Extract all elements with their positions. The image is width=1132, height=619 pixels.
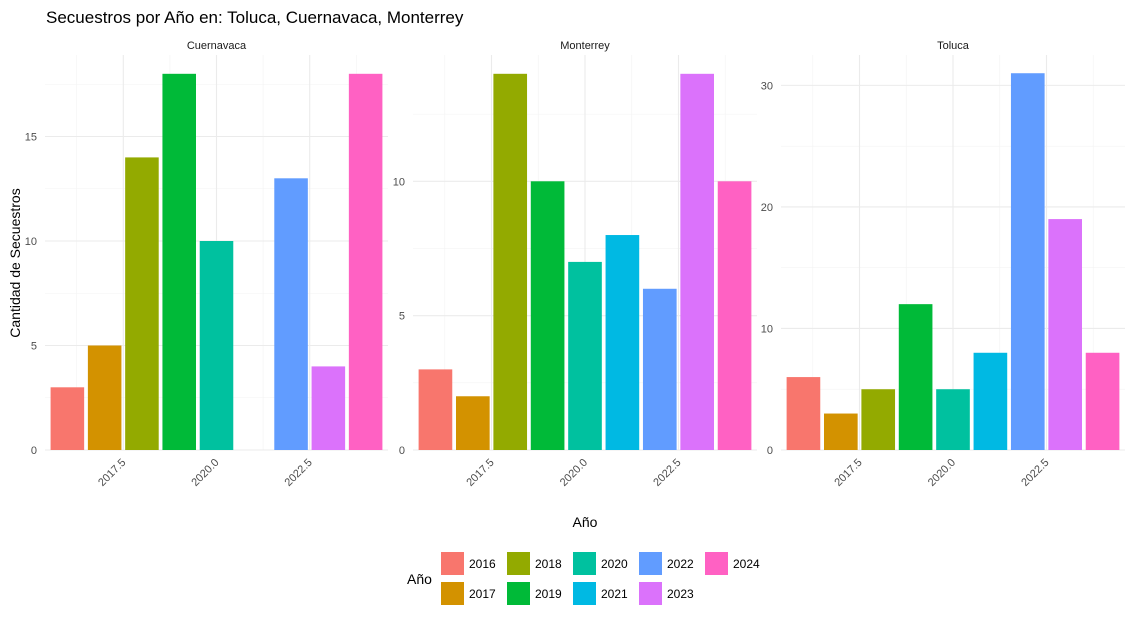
x-tick-label: 2020.0 (558, 457, 590, 489)
legend-label: 2021 (601, 587, 628, 601)
legend-label: 2017 (469, 587, 496, 601)
bar-2021 (973, 352, 1008, 450)
bar-2022 (642, 288, 677, 450)
bar-2020 (199, 241, 234, 450)
bar-2017 (824, 413, 858, 450)
legend-item: 2024 (705, 552, 760, 575)
bar-2018 (861, 389, 896, 450)
bar-2020 (568, 261, 602, 450)
legend-key (441, 552, 464, 575)
x-axis-title: Año (573, 514, 598, 530)
x-tick-label: 2020.0 (189, 457, 221, 489)
x-tick-label: 2022.5 (283, 457, 315, 489)
legend-key (573, 582, 596, 605)
y-tick-label: 10 (393, 176, 405, 188)
bar-2023 (680, 73, 714, 451)
bar-2018 (493, 73, 528, 451)
y-tick-label: 10 (761, 323, 773, 335)
facet-strip-label: Cuernavaca (187, 40, 247, 52)
bar-2017 (456, 396, 490, 450)
x-tick-label: 2017.5 (832, 457, 864, 489)
y-tick-label: 0 (767, 445, 773, 457)
legend-key (705, 552, 728, 575)
y-tick-label: 30 (761, 80, 773, 92)
y-tick-label: 10 (25, 236, 37, 248)
bar-2021 (605, 235, 640, 450)
y-tick-label: 0 (31, 445, 37, 457)
bar-2022 (274, 178, 308, 450)
bar-2016 (50, 387, 85, 450)
y-tick-label: 5 (399, 311, 405, 323)
panel-toluca: 0 10 20 30 2017.5 2020.0 2022.5 Toluca (761, 40, 1125, 489)
bar-2019 (530, 181, 565, 450)
y-tick-label: 15 (25, 132, 37, 144)
legend-key (639, 582, 662, 605)
legend-key (639, 552, 662, 575)
bar-2018 (125, 157, 159, 450)
bar-2019 (898, 304, 933, 450)
y-tick-label: 0 (399, 445, 405, 457)
legend-item: 2016 (441, 552, 496, 575)
legend-key (507, 552, 530, 575)
legend-label: 2019 (535, 587, 562, 601)
x-tick-label: 2020.0 (926, 457, 958, 489)
bar-2022 (1010, 73, 1045, 450)
bar-2020 (936, 389, 970, 450)
bar-2024 (348, 73, 383, 451)
bar-2019 (162, 73, 196, 451)
legend-label: 2020 (601, 557, 628, 571)
panel-cuernavaca: 0 5 10 15 2017.5 2020.0 2022.5 Cuernavaca (25, 40, 388, 489)
bar-2017 (87, 345, 122, 450)
legend-item: 2021 (573, 582, 628, 605)
legend: Año 2016 2017 2018 2019 2020 2021 2022 2023 2024 (407, 552, 760, 605)
y-tick-label: 5 (31, 341, 37, 353)
facet-panels: 0 5 10 15 2017.5 2020.0 2022.5 Cuernavaca 0 5 10 20… (25, 40, 1125, 489)
x-tick-label: 2017.5 (464, 457, 496, 489)
facet-strip-label: Monterrey (560, 40, 610, 52)
bar-2016 (418, 369, 453, 450)
legend-item: 2022 (639, 552, 694, 575)
legend-label: 2023 (667, 587, 694, 601)
legend-key (441, 582, 464, 605)
bar-2023 (1048, 219, 1082, 450)
legend-key (507, 582, 530, 605)
y-tick-label: 20 (761, 202, 773, 214)
legend-item: 2023 (639, 582, 694, 605)
facet-strip-label: Toluca (937, 40, 970, 52)
panel-monterrey: 0 5 10 2017.5 2020.0 2022.5 Monterrey (393, 40, 757, 489)
x-tick-label: 2017.5 (96, 457, 128, 489)
y-axis-title: Cantidad de Secuestros (7, 188, 23, 337)
legend-label: 2016 (469, 557, 496, 571)
legend-label: 2024 (733, 557, 760, 571)
bar-2024 (717, 181, 752, 450)
legend-item: 2017 (441, 582, 496, 605)
legend-item: 2020 (573, 552, 628, 575)
legend-title: Año (407, 571, 432, 587)
legend-label: 2022 (667, 557, 694, 571)
legend-key (573, 552, 596, 575)
chart-title: Secuestros por Año en: Toluca, Cuernavac… (46, 8, 464, 27)
bar-2023 (311, 366, 346, 450)
legend-item: 2018 (507, 552, 562, 575)
legend-item: 2019 (507, 582, 562, 605)
x-tick-label: 2022.5 (1019, 457, 1051, 489)
legend-label: 2018 (535, 557, 562, 571)
bar-2016 (786, 377, 821, 450)
bar-2024 (1085, 352, 1120, 450)
x-tick-label: 2022.5 (651, 457, 683, 489)
